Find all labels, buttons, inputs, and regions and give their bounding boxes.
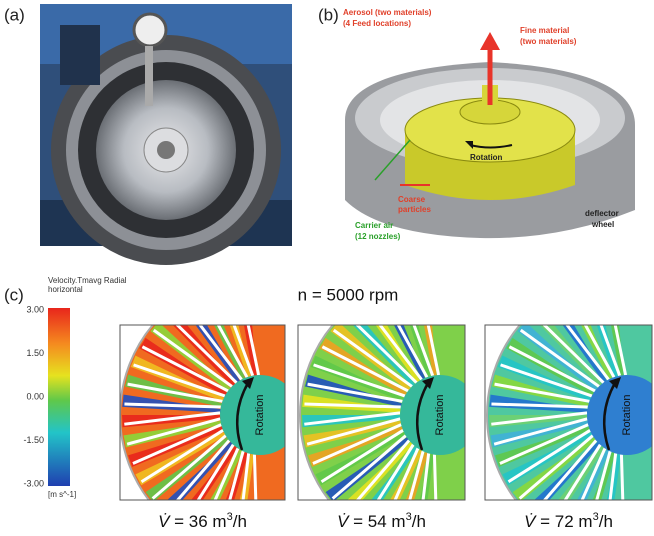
annotation: Aerosol (two materials) xyxy=(343,8,432,17)
caption: V̇ = 72 m3/h xyxy=(524,511,613,532)
annotation: Fine material xyxy=(520,26,569,35)
photo xyxy=(40,4,292,265)
rotation-label: Rotation xyxy=(621,395,633,436)
caption-suffix: /h xyxy=(599,512,613,531)
colorbar-tick-label: -3.00 xyxy=(23,478,44,488)
colorbar-tick-label: -1.50 xyxy=(23,435,44,445)
colorbar-tick-label: 3.00 xyxy=(26,304,44,314)
panel-title: n = 5000 rpm xyxy=(298,285,399,304)
caption-text: = 54 m xyxy=(348,512,405,531)
colorbar-tick-label: 1.50 xyxy=(26,348,44,358)
caption: V̇ = 36 m3/h xyxy=(158,511,247,532)
panel-label: (c) xyxy=(4,285,24,304)
cad-model xyxy=(345,32,635,238)
figure: (a) (b) Aerosol (two materials) (4 Feed … xyxy=(0,0,654,536)
caption: V̇ = 54 m3/h xyxy=(337,511,426,532)
colorbar-title: Velocity.Tmavg Radial xyxy=(48,276,127,285)
rotation-label: Rotation xyxy=(254,395,266,436)
annotation: Rotation xyxy=(470,153,503,162)
colorbar-tick-label: 0.00 xyxy=(26,391,44,401)
cfd-plots: Rotation V̇ = 36 m3/h Rotation V̇ = 54 m3/h… xyxy=(120,275,654,536)
rotation-label: Rotation xyxy=(434,395,446,436)
panel-label: (b) xyxy=(318,5,339,24)
annotation: (4 Feed locations) xyxy=(343,19,411,28)
caption-text: = 72 m xyxy=(535,512,592,531)
caption-suffix: /h xyxy=(412,512,426,531)
annotation: Carrier air xyxy=(355,221,393,230)
annotation: deflector xyxy=(585,209,619,218)
cfd-plot: Rotation xyxy=(485,275,654,536)
annotation: (two materials) xyxy=(520,37,577,46)
annotation: (12 nozzles) xyxy=(355,232,401,241)
caption-suffix: /h xyxy=(233,512,247,531)
colorbar xyxy=(48,308,70,486)
colorbar-unit: [m s^-1] xyxy=(48,490,76,499)
annotation: wheel xyxy=(591,220,614,229)
panel-label: (a) xyxy=(4,5,25,24)
caption-text: = 36 m xyxy=(169,512,226,531)
annotation: particles xyxy=(398,205,431,214)
annotation: Coarse xyxy=(398,195,426,204)
colorbar-title: horizontal xyxy=(48,285,83,294)
